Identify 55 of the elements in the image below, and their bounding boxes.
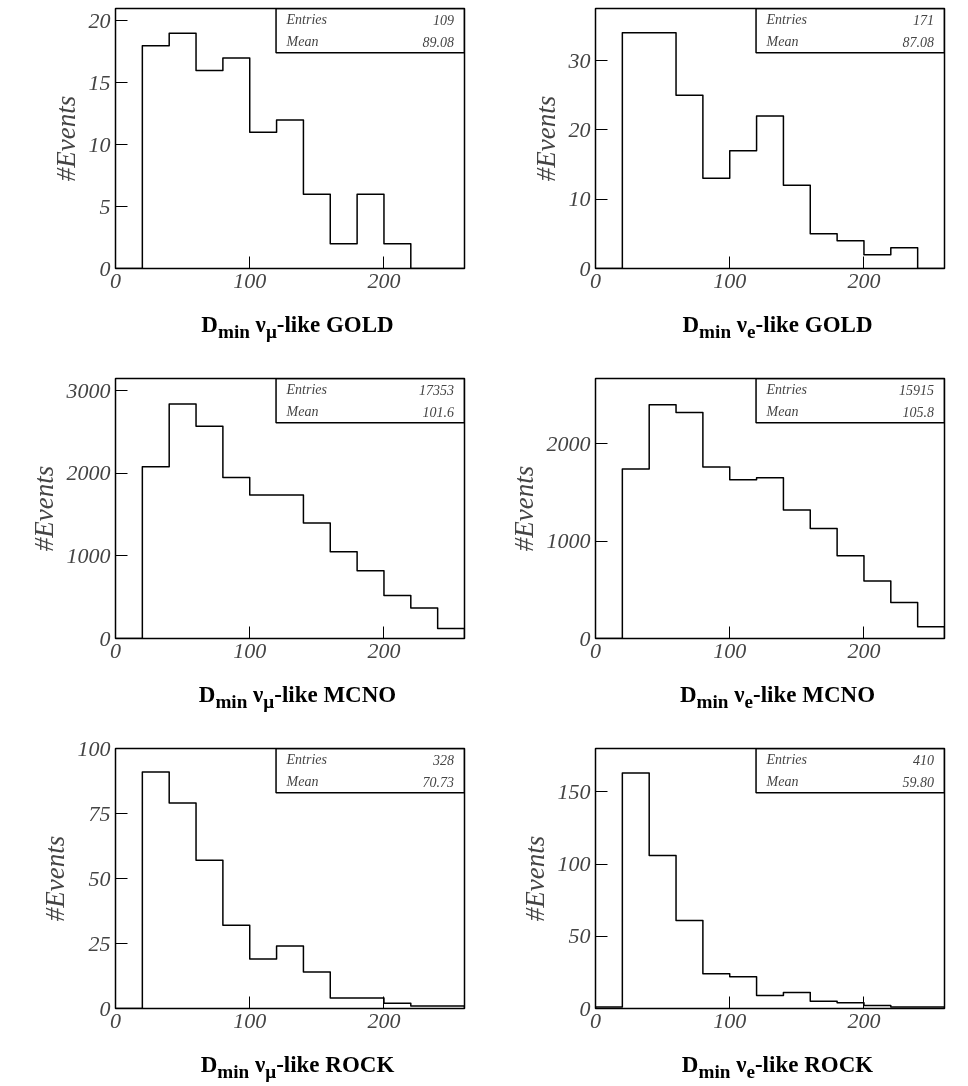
text: Entries 15915 — [766, 382, 935, 398]
text: Mean 59.80 — [766, 774, 935, 790]
text: Entries 109 — [286, 12, 455, 28]
y-tick-label: 100 — [557, 851, 591, 877]
x-tick-label: 200 — [847, 267, 881, 293]
y-tick-label: 10 — [568, 186, 591, 212]
y-tick-label: 1000 — [546, 528, 591, 554]
x-tick-label: 100 — [713, 1007, 747, 1033]
text: Entries 17353 — [286, 382, 455, 398]
y-tick-label: 1000 — [66, 542, 111, 568]
y-tick-label: 10 — [88, 131, 111, 157]
x-tick-label: 100 — [233, 637, 267, 663]
x-axis-title: D$_{min}$ ν$_{e}$-like MCNO — [679, 681, 876, 714]
y-tick-label: 30 — [567, 47, 591, 73]
x-tick-label: 200 — [367, 267, 401, 293]
x-axis-title: D$_{min}$ ν$_{μ}$-like ROCK — [200, 1051, 395, 1084]
x-tick-label: 200 — [367, 637, 401, 663]
text: Entries 410 — [766, 752, 935, 768]
x-tick-label: 200 — [847, 637, 881, 663]
y-tick-label: 5 — [99, 193, 111, 219]
x-axis-title: D$_{min}$ ν$_{e}$-like GOLD — [682, 311, 873, 344]
x-tick-label: 100 — [233, 267, 267, 293]
y-tick-label: 2000 — [66, 460, 111, 486]
text: Mean 87.08 — [766, 34, 935, 50]
text: Mean 101.6 — [286, 404, 455, 420]
y-tick-label: 100 — [77, 735, 111, 761]
y-tick-label: 2000 — [546, 430, 591, 456]
y-tick-label: 20 — [568, 116, 591, 142]
y-axis-title: #Events — [519, 835, 550, 922]
y-axis-title: #Events — [530, 95, 561, 182]
x-axis-title: D$_{min}$ ν$_{μ}$-like MCNO — [198, 681, 397, 714]
text: Mean 70.73 — [286, 774, 455, 790]
y-tick-label: 50 — [568, 923, 591, 949]
y-tick-label: 50 — [88, 865, 111, 891]
x-axis-title: D$_{min}$ ν$_{e}$-like ROCK — [681, 1051, 874, 1084]
text: Entries 328 — [286, 752, 455, 768]
y-tick-label: 20 — [88, 7, 111, 33]
x-tick-label: 100 — [713, 267, 747, 293]
x-tick-label: 200 — [367, 1007, 401, 1033]
y-tick-label: 150 — [557, 778, 591, 804]
text: Mean 89.08 — [286, 34, 455, 50]
x-tick-label: 100 — [713, 637, 747, 663]
y-tick-label: 25 — [88, 930, 111, 956]
y-axis-title: #Events — [28, 465, 59, 552]
y-tick-label: 15 — [88, 69, 111, 95]
text: Mean 105.8 — [766, 404, 935, 420]
x-tick-label: 100 — [233, 1007, 267, 1033]
y-axis-title: #Events — [50, 95, 81, 182]
y-axis-title: #Events — [39, 835, 70, 922]
x-axis-title: D$_{min}$ ν$_{μ}$-like GOLD — [201, 311, 394, 344]
x-tick-label: 200 — [847, 1007, 881, 1033]
text: Entries 171 — [766, 12, 935, 28]
y-tick-label: 75 — [88, 800, 111, 826]
y-tick-label: 3000 — [65, 377, 111, 403]
y-axis-title: #Events — [508, 465, 539, 552]
